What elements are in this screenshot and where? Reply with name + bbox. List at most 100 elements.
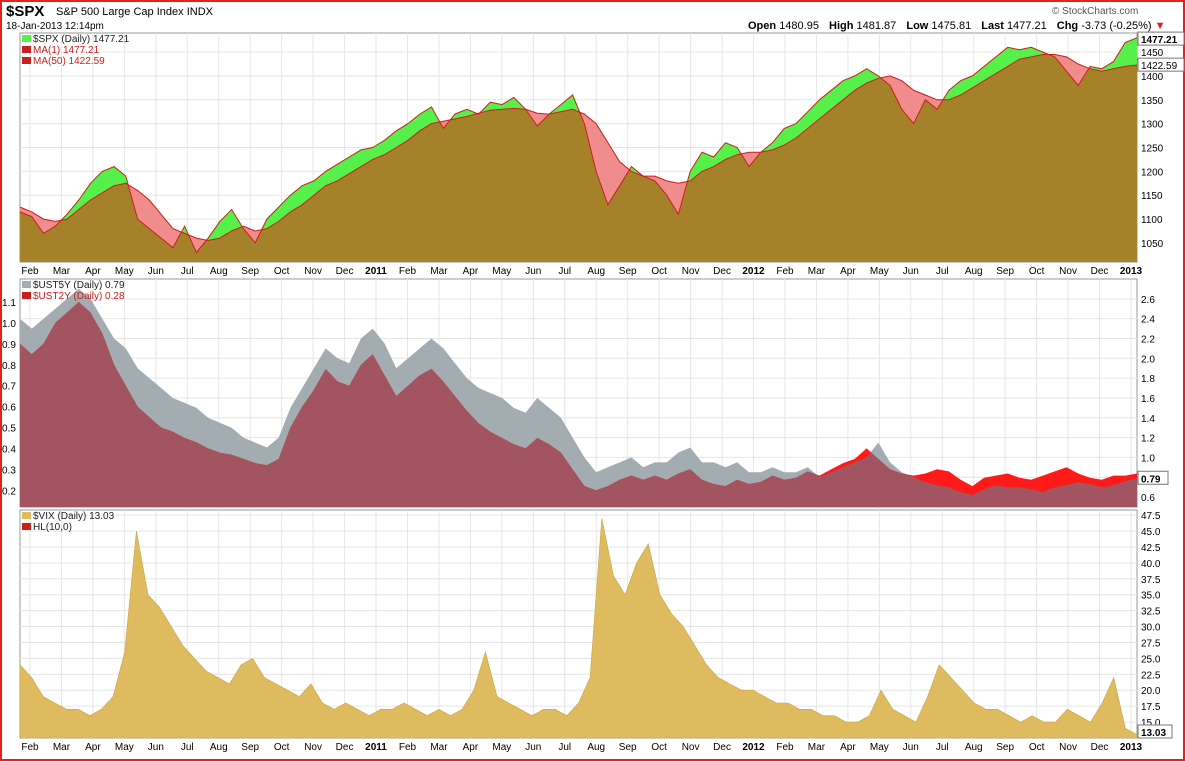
ust-left-tick: 0.2 xyxy=(2,486,16,497)
x-axis-label: May xyxy=(870,266,889,277)
symbol-title: $SPX xyxy=(6,3,45,20)
x-axis-label: Oct xyxy=(651,266,667,277)
x-axis-label: Jul xyxy=(181,742,194,753)
x-axis-label: Dec xyxy=(1091,742,1109,753)
spx-price-line xyxy=(19,37,1138,254)
ust2y-area xyxy=(20,302,1137,507)
x-axis-label: Mar xyxy=(808,266,826,277)
x-axis-label: Dec xyxy=(713,742,731,753)
x-axis-label: Sep xyxy=(241,742,259,753)
spx-ytick-label: 1050 xyxy=(1141,239,1164,250)
x-axis-label: Apr xyxy=(85,266,101,277)
low-value: 1475.81 xyxy=(931,20,972,32)
open-value: 1480.95 xyxy=(779,20,819,32)
x-axis-label: Sep xyxy=(241,266,259,277)
x-axis-label: 2013 xyxy=(1120,266,1143,277)
x-axis-label: Nov xyxy=(1059,266,1077,277)
x-axis-label: 2013 xyxy=(1120,742,1143,753)
x-axis-label: 2012 xyxy=(742,742,765,753)
x-axis-label: Apr xyxy=(85,742,101,753)
ust-right-tick: 1.6 xyxy=(1141,394,1155,405)
spx-ytick-label: 1100 xyxy=(1141,215,1163,226)
x-axis-label: Jun xyxy=(903,742,919,753)
spx-ytick-label: 1350 xyxy=(1141,96,1164,107)
vix-ytick-label: 35.0 xyxy=(1141,591,1161,602)
vix-legend-swatch-1 xyxy=(22,523,31,530)
ust-left-tick: 1.0 xyxy=(2,319,16,330)
x-axis-label: May xyxy=(115,742,134,753)
x-axis-label: Dec xyxy=(336,742,354,753)
x-axis-label: Sep xyxy=(996,742,1014,753)
x-axis-label: Nov xyxy=(304,266,322,277)
vix-ytick-label: 17.5 xyxy=(1141,702,1161,713)
x-axis-label: Apr xyxy=(463,742,479,753)
vix-ytick-label: 30.0 xyxy=(1141,623,1161,634)
ust-left-tick: 0.5 xyxy=(2,424,16,435)
last-value: 1477.21 xyxy=(1006,20,1047,32)
spx-last-label-0: 1477.21 xyxy=(1141,35,1178,46)
x-axis-label: Jul xyxy=(558,742,571,753)
vix-ytick-label: 15.0 xyxy=(1141,718,1161,729)
ust-left-tick: 0.9 xyxy=(2,340,16,351)
spx-legend-swatch-0 xyxy=(22,35,31,42)
ust-right-tick: 1.0 xyxy=(1141,453,1155,464)
x-axis-label: Oct xyxy=(1029,742,1045,753)
x-axis-label: Jul xyxy=(558,266,571,277)
high-label: High xyxy=(829,20,854,32)
x-axis-label: Nov xyxy=(682,266,700,277)
ust-right-tick: 1.2 xyxy=(1141,434,1155,445)
vix-ytick-label: 22.5 xyxy=(1141,670,1161,681)
spx-ytick-label: 1400 xyxy=(1141,72,1164,83)
index-name: S&P 500 Large Cap Index INDX xyxy=(56,6,213,18)
ust-left-tick: 0.8 xyxy=(2,361,16,372)
vix-ytick-label: 20.0 xyxy=(1141,686,1161,697)
x-axis-label: Nov xyxy=(682,742,700,753)
x-axis-label: Mar xyxy=(430,742,448,753)
x-axis-label: May xyxy=(492,742,511,753)
x-axis-label: Oct xyxy=(1029,266,1045,277)
x-axis-label: Mar xyxy=(53,742,71,753)
x-axis-label: Nov xyxy=(304,742,322,753)
vix-last-box xyxy=(1137,724,1173,739)
x-axis-label: Feb xyxy=(776,266,794,277)
open-label: Open xyxy=(748,20,777,32)
x-axis-label: Feb xyxy=(399,742,417,753)
spx-legend-2: MA(50) 1422.59 xyxy=(33,56,105,67)
ust-left-tick: 0.7 xyxy=(2,382,16,393)
x-axis-label: May xyxy=(492,266,511,277)
ust-last-box xyxy=(1137,470,1169,485)
vix-area xyxy=(19,518,1138,739)
x-axis-label: Jul xyxy=(936,742,949,753)
x-axis-label: Oct xyxy=(274,266,290,277)
vix-ytick-label: 37.5 xyxy=(1141,575,1161,586)
x-axis-label: Aug xyxy=(965,742,983,753)
x-axis-label: Mar xyxy=(53,266,71,277)
spx-legend-1: MA(1) 1477.21 xyxy=(33,45,100,56)
vix-ytick-label: 45.0 xyxy=(1141,527,1161,538)
vix-legend-swatch-0 xyxy=(22,512,31,519)
high-value: 1481.87 xyxy=(856,20,897,32)
timestamp: 18-Jan-2013 12:14pm xyxy=(6,21,104,32)
x-axis-label: Aug xyxy=(210,742,228,753)
x-axis-label: Aug xyxy=(210,266,228,277)
vix-ytick-label: 32.5 xyxy=(1141,607,1161,618)
quote-bar: Open 1480.95 High 1481.87 Low 1475.81 La… xyxy=(748,20,1165,32)
vix-last-label: 13.03 xyxy=(1141,728,1166,739)
spx-ytick-label: 1450 xyxy=(1141,48,1164,59)
x-axis-label: Feb xyxy=(399,266,417,277)
x-axis-label: Aug xyxy=(587,742,605,753)
x-axis-label: Apr xyxy=(840,266,856,277)
ust-legend-0: $UST5Y (Daily) 0.79 xyxy=(33,280,125,291)
chg-label: Chg xyxy=(1056,20,1079,32)
spx-last-box-0 xyxy=(1137,31,1185,46)
x-axis-label: Feb xyxy=(21,742,39,753)
brand-link[interactable]: © StockCharts.com xyxy=(1052,6,1139,17)
x-axis-label: Aug xyxy=(965,266,983,277)
spx-ytick-label: 1300 xyxy=(1141,120,1164,131)
down-arrow-icon: ▼ xyxy=(1154,20,1166,32)
x-axis-label: Dec xyxy=(336,266,354,277)
x-axis-label: May xyxy=(115,266,134,277)
ust-right-tick: 2.0 xyxy=(1141,354,1155,365)
